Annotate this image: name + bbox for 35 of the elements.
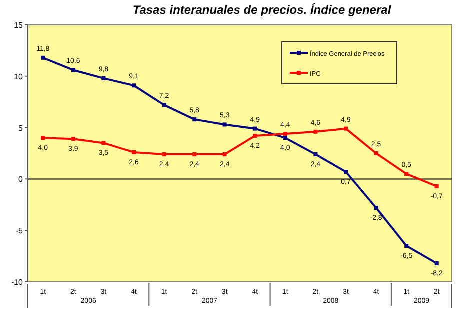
point [71, 137, 76, 142]
point [102, 76, 106, 80]
point [314, 130, 318, 134]
y-tick-label: 10 [14, 72, 24, 82]
point [71, 68, 76, 72]
y-tick-label: 5 [18, 124, 24, 133]
point [283, 136, 288, 140]
point [404, 172, 409, 176]
y-tick-label: -5 [16, 226, 24, 236]
point [253, 134, 258, 138]
point [192, 118, 197, 122]
point [434, 261, 439, 266]
point [132, 84, 136, 88]
point [162, 103, 166, 108]
chart-title: Tasas interanuales de precios. Índice general [132, 3, 392, 17]
point [314, 152, 318, 157]
point [222, 152, 227, 157]
point [374, 206, 378, 210]
point [283, 132, 288, 136]
point [374, 152, 378, 156]
point [192, 152, 197, 157]
point [102, 141, 106, 146]
point [162, 152, 166, 157]
point [404, 244, 409, 248]
point [344, 170, 348, 174]
point [132, 150, 136, 154]
point [222, 122, 227, 127]
point [434, 184, 439, 188]
y-tick-label: 15 [14, 21, 24, 30]
y-tick-label: 0 [18, 175, 24, 184]
y-tick-label: -10 [11, 278, 24, 287]
point [41, 136, 46, 140]
point [253, 126, 258, 131]
point [344, 126, 348, 131]
point [41, 56, 46, 60]
